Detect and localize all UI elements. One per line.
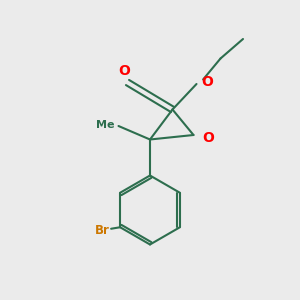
Text: O: O xyxy=(201,75,213,88)
Text: Br: Br xyxy=(95,224,110,237)
Text: O: O xyxy=(118,64,130,78)
Text: Me: Me xyxy=(96,119,115,130)
Text: O: O xyxy=(202,131,214,145)
